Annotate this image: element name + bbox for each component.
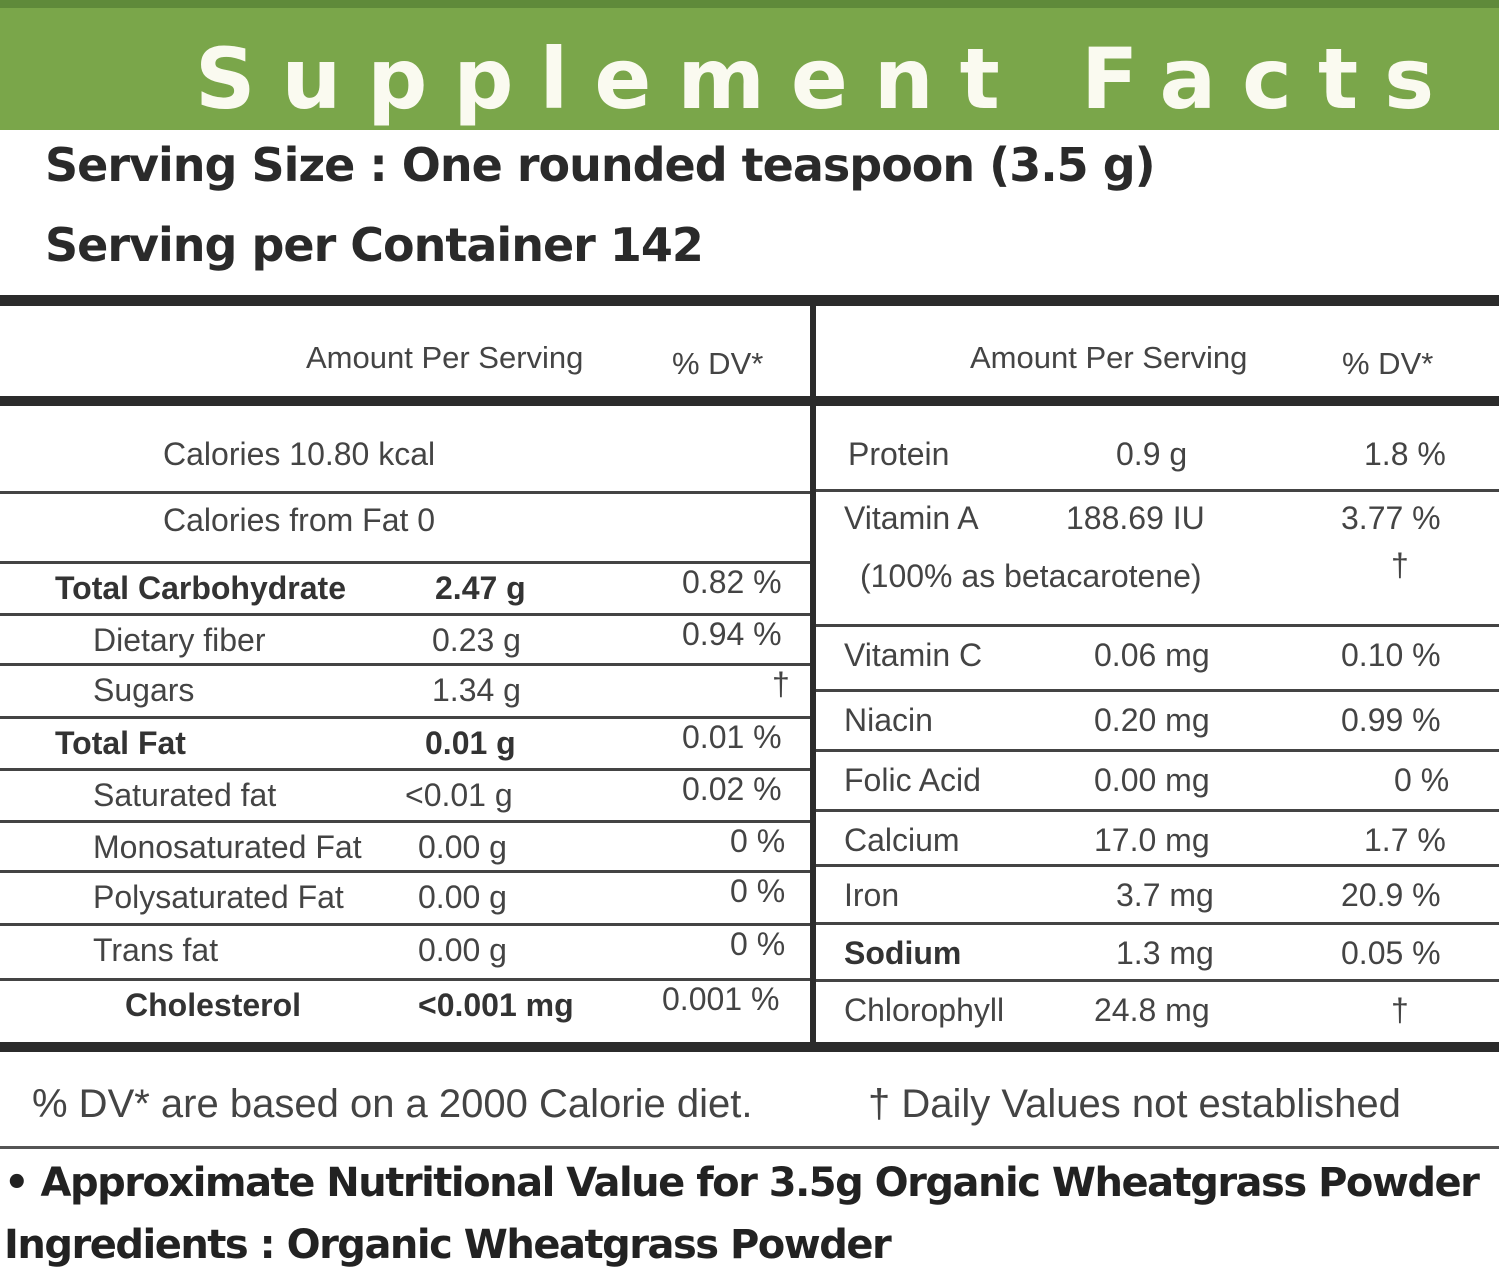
nutrient-row: Calories from Fat 0 xyxy=(0,494,810,564)
nutrient-row: Protein 0.9 g 1.8 % xyxy=(816,408,1499,492)
nutrient-amount: 17.0 mg xyxy=(1094,822,1210,858)
nutrient-name: Total Carbohydrate xyxy=(55,570,346,606)
approx-note: • Approximate Nutritional Value for 3.5g… xyxy=(4,1160,1480,1206)
nutrient-name: Sugars xyxy=(93,672,195,708)
divider-thick xyxy=(0,1042,1499,1052)
nutrient-dv: 0.94 % xyxy=(682,616,782,652)
nutrient-name: Polysaturated Fat xyxy=(93,879,344,915)
nutrient-name: Total Fat xyxy=(55,725,186,761)
nutrient-name: Vitamin A xyxy=(844,500,979,536)
nutrient-row: Vitamin C 0.06 mg 0.10 % xyxy=(816,627,1499,692)
nutrient-dv: 0 % xyxy=(730,873,786,909)
nutrient-amount: 2.47 g xyxy=(435,570,526,606)
nutrient-dv: 0.01 % xyxy=(682,719,782,755)
nutrient-amount: 0.01 g xyxy=(425,725,516,761)
nutrient-dv: 0.82 % xyxy=(682,564,782,600)
nutrient-row: Niacin 0.20 mg 0.99 % xyxy=(816,692,1499,752)
ingredients: Ingredients : Organic Wheatgrass Powder xyxy=(4,1222,892,1268)
nutrient-amount: 24.8 mg xyxy=(1094,992,1210,1028)
nutrient-row: Cholesterol <0.001 mg 0.001 % xyxy=(0,981,810,1041)
nutrient-row: Vitamin A 188.69 IU 3.77 % (100% as betacar… xyxy=(816,492,1499,627)
nutrient-name: Trans fat xyxy=(93,932,219,968)
nutrient-dv: 0.10 % xyxy=(1341,637,1441,673)
nutrient-amount: 188.69 IU xyxy=(1066,500,1205,536)
nutrient-amount: 1.34 g xyxy=(432,672,521,708)
nutrient-row: Sugars 1.34 g † xyxy=(0,666,810,719)
nutrient-dv: † xyxy=(1391,992,1409,1028)
nutrient-name: Calcium xyxy=(844,822,960,858)
nutrient-dv: 0 % xyxy=(1394,762,1450,798)
nutrient-note: (100% as betacarotene) xyxy=(860,558,1202,594)
title-banner: Supplement Facts xyxy=(0,0,1499,130)
nutrient-dv: 20.9 % xyxy=(1341,877,1441,913)
nutrient-dv: 1.8 % xyxy=(1364,436,1446,472)
nutrient-row: Calcium 17.0 mg 1.7 % xyxy=(816,812,1499,867)
divider-thick xyxy=(0,396,1499,406)
nutrient-dv: 0.05 % xyxy=(1341,935,1441,971)
nutrient-row: Polysaturated Fat 0.00 g 0 % xyxy=(0,873,810,926)
nutrient-name: Saturated fat xyxy=(93,777,277,813)
nutrient-amount: <0.01 g xyxy=(405,777,513,813)
divider-thick xyxy=(0,295,1499,306)
nutrient-name: Iron xyxy=(844,877,900,913)
nutrient-name: Monosaturated Fat xyxy=(93,829,362,865)
nutrient-dv: 3.77 % xyxy=(1341,500,1441,536)
divider xyxy=(0,1146,1499,1149)
right-nutrient-table: Protein 0.9 g 1.8 % Vitamin A 188.69 IU 3.77 … xyxy=(816,408,1499,1042)
nutrient-name: Protein xyxy=(848,436,950,472)
servings-per-container: Serving per Container 142 xyxy=(45,218,704,272)
nutrient-name: Sodium xyxy=(844,935,962,971)
nutrient-dv: 0.02 % xyxy=(682,771,782,807)
nutrient-amount: 0.06 mg xyxy=(1094,637,1210,673)
nutrient-name: Cholesterol xyxy=(125,987,302,1023)
nutrient-amount: 0.00 g xyxy=(418,829,507,865)
nutrient-row: Sodium 1.3 mg 0.05 % xyxy=(816,925,1499,982)
nutrient-dv: 0 % xyxy=(730,823,786,859)
footnote-dv: % DV* are based on a 2000 Calorie diet. xyxy=(32,1082,753,1126)
title: Supplement Facts xyxy=(195,30,1461,128)
nutrient-row: Trans fat 0.00 g 0 % xyxy=(0,926,810,981)
nutrient-name: Chlorophyll xyxy=(844,992,1005,1028)
right-dv-header: % DV* xyxy=(1342,346,1434,381)
nutrient-row: Saturated fat <0.01 g 0.02 % xyxy=(0,771,810,823)
nutrient-dv: † xyxy=(772,666,790,702)
nutrient-row: Monosaturated Fat 0.00 g 0 % xyxy=(0,823,810,873)
nutrient-amount: 0.00 mg xyxy=(1094,762,1210,798)
nutrient-name: Vitamin C xyxy=(844,637,983,673)
right-amount-header: Amount Per Serving xyxy=(970,340,1248,375)
nutrient-amount: 0.23 g xyxy=(432,622,521,658)
nutrient-amount: 0.20 mg xyxy=(1094,702,1210,738)
column-divider xyxy=(810,300,816,1048)
nutrient-dv: 0.001 % xyxy=(662,981,780,1017)
nutrient-row: Iron 3.7 mg 20.9 % xyxy=(816,867,1499,925)
nutrient-amount: <0.001 mg xyxy=(418,987,574,1023)
nutrient-name: Calories from Fat 0 xyxy=(163,502,436,538)
nutrient-amount: 0.9 g xyxy=(1116,436,1188,472)
left-nutrient-table: Calories 10.80 kcal Calories from Fat 0 To… xyxy=(0,408,810,1041)
nutrient-row: Total Carbohydrate 2.47 g 0.82 % xyxy=(0,564,810,616)
nutrient-amount: 1.3 mg xyxy=(1116,935,1214,971)
nutrient-amount: 3.7 mg xyxy=(1116,877,1214,913)
left-amount-header: Amount Per Serving xyxy=(306,340,584,375)
nutrient-row: Dietary fiber 0.23 g 0.94 % xyxy=(0,616,810,666)
nutrient-dv: 0 % xyxy=(730,926,786,962)
nutrient-note_dv: † xyxy=(1391,547,1409,583)
nutrient-dv: 1.7 % xyxy=(1364,822,1446,858)
nutrient-row: Folic Acid 0.00 mg 0 % xyxy=(816,752,1499,812)
nutrient-name: Dietary fiber xyxy=(93,622,266,658)
nutrient-dv: 0.99 % xyxy=(1341,702,1441,738)
nutrient-row: Chlorophyll 24.8 mg † xyxy=(816,982,1499,1042)
serving-size: Serving Size : One rounded teaspoon (3.5… xyxy=(45,138,1156,192)
nutrient-name: Niacin xyxy=(844,702,933,738)
nutrient-row: Calories 10.80 kcal xyxy=(0,408,810,494)
nutrient-row: Total Fat 0.01 g 0.01 % xyxy=(0,719,810,771)
footnote-dagger: † Daily Values not established xyxy=(868,1082,1401,1126)
nutrient-amount: 0.00 g xyxy=(418,932,507,968)
left-dv-header: % DV* xyxy=(672,346,764,381)
nutrient-name: Calories 10.80 kcal xyxy=(163,436,436,472)
nutrient-amount: 0.00 g xyxy=(418,879,507,915)
nutrient-name: Folic Acid xyxy=(844,762,981,798)
